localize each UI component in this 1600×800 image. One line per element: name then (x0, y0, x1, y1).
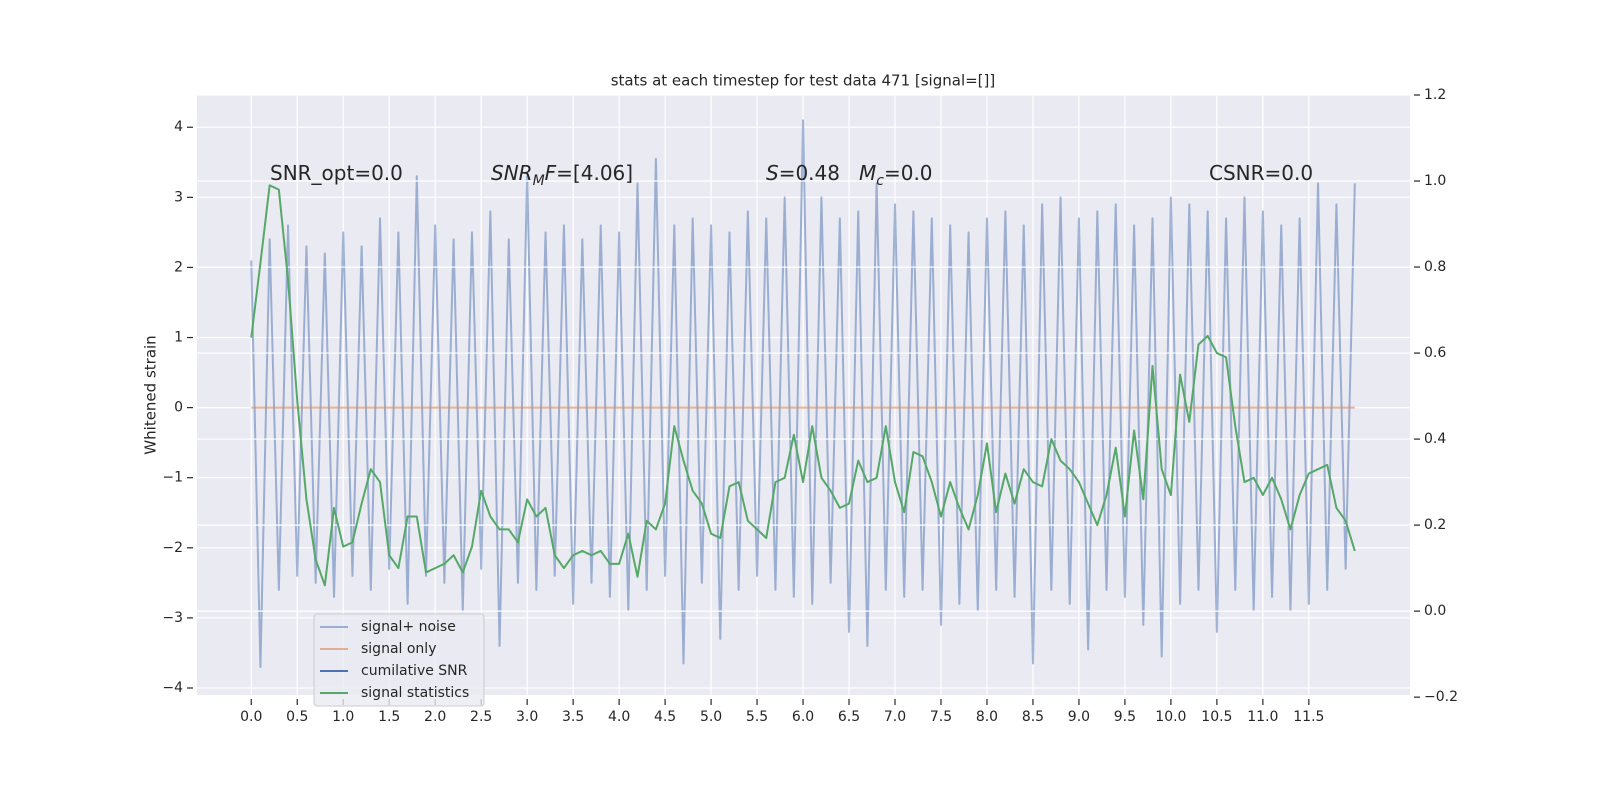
annotation-part: c (876, 173, 884, 189)
annotation: Mc=0.0 (859, 161, 933, 189)
series-line (250, 119, 1356, 668)
y-tick-label: −4 (162, 680, 183, 696)
y-tick-label: 3 (174, 189, 183, 205)
y-tick-label: 1 (174, 330, 183, 346)
x-tick-label: 3.5 (562, 709, 584, 725)
y2-tick-label: −0.2 (1424, 689, 1458, 705)
legend-label: signal statistics (361, 685, 469, 701)
annotation-part: F (545, 161, 557, 185)
x-tick-label: 5.0 (700, 709, 722, 725)
x-tick-label: 3.0 (516, 709, 538, 725)
x-tick-label: 0.5 (286, 709, 308, 725)
annotation-part: SNR_opt=0.0 (270, 161, 403, 185)
series-line (250, 184, 1356, 587)
legend-box (313, 613, 485, 707)
annotation-part: =0.48 (779, 161, 840, 185)
y2-tick-label: 0.0 (1424, 603, 1446, 619)
y2-tick-label: 1.2 (1424, 87, 1446, 103)
annotation: S=0.48 (766, 161, 840, 185)
y2-tick-label: 0.4 (1424, 431, 1446, 447)
x-tick-label: 8.0 (976, 709, 998, 725)
legend-label: signal only (361, 641, 436, 657)
y-tick-label: −3 (162, 610, 183, 626)
x-tick-label: 0.0 (240, 709, 262, 725)
y-tick-label: −2 (162, 540, 183, 556)
y-tick-label: 0 (174, 400, 183, 416)
x-tick-label: 6.0 (792, 709, 814, 725)
x-tick-label: 1.0 (332, 709, 354, 725)
x-tick-label: 11.5 (1293, 709, 1324, 725)
annotation-part: M (859, 161, 876, 185)
x-tick-label: 2.0 (424, 709, 446, 725)
x-tick-label: 5.5 (746, 709, 768, 725)
x-tick-label: 8.5 (1022, 709, 1044, 725)
y2-tick-label: 0.8 (1424, 259, 1446, 275)
x-tick-label: 2.5 (470, 709, 492, 725)
annotation-part: CSNR=0.0 (1209, 161, 1313, 185)
annotation-part: SNR (491, 161, 533, 185)
annotation: SNR_opt=0.0 (270, 161, 403, 185)
y-tick-label: −1 (162, 470, 183, 486)
chart-title: stats at each timestep for test data 471… (611, 72, 996, 90)
x-tick-label: 1.5 (378, 709, 400, 725)
x-tick-label: 7.5 (930, 709, 952, 725)
x-tick-label: 10.5 (1201, 709, 1232, 725)
x-tick-label: 4.0 (608, 709, 630, 725)
annotation-part: =[4.06] (556, 161, 633, 185)
legend-label: cumilative SNR (361, 663, 468, 679)
x-tick-label: 4.5 (654, 709, 676, 725)
x-tick-label: 6.5 (838, 709, 860, 725)
x-tick-label: 11.0 (1247, 709, 1278, 725)
y2-tick-label: 0.6 (1424, 345, 1446, 361)
x-tick-label: 7.0 (884, 709, 906, 725)
annotation: SNRMF=[4.06] (491, 161, 633, 189)
y2-tick-label: 0.2 (1424, 517, 1446, 533)
y-tick-label: 2 (174, 259, 183, 275)
y2-tick-label: 1.0 (1424, 173, 1446, 189)
x-tick-label: 9.0 (1068, 709, 1090, 725)
x-tick-label: 10.0 (1155, 709, 1186, 725)
legend-label: signal+ noise (361, 619, 456, 635)
annotation-part: M (533, 173, 545, 189)
annotation-part: =0.0 (884, 161, 933, 185)
annotation-part: S (766, 161, 779, 185)
y-tick-label: 4 (174, 119, 183, 135)
annotation: CSNR=0.0 (1209, 161, 1313, 185)
x-tick-label: 9.5 (1114, 709, 1136, 725)
y-axis-label: Whitened strain (142, 335, 160, 454)
